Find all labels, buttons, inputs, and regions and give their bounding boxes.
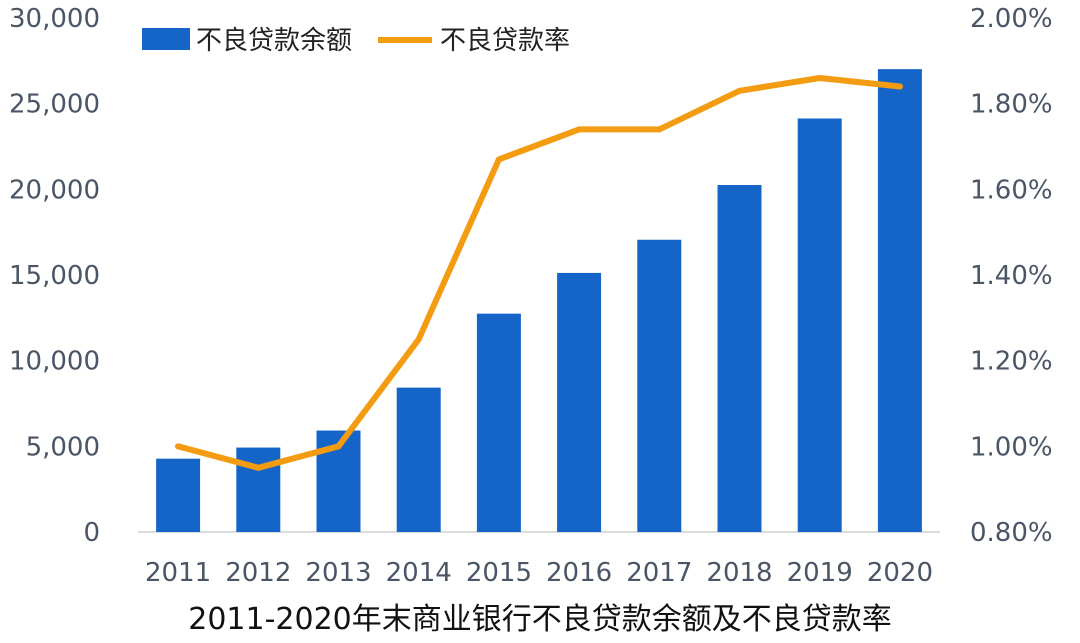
y-left-tick-label: 25,000 bbox=[9, 90, 100, 120]
bar bbox=[156, 458, 201, 532]
rate-point bbox=[175, 443, 182, 450]
y-left-tick-label: 5,000 bbox=[26, 432, 100, 462]
chart-caption: 2011-2020年末商业银行不良贷款余额及不良贷款率 bbox=[188, 602, 892, 637]
x-tick-label: 2012 bbox=[225, 558, 291, 588]
rate-point bbox=[415, 336, 422, 343]
x-tick-label: 2013 bbox=[305, 558, 371, 588]
x-tick-label: 2015 bbox=[466, 558, 532, 588]
rate-point bbox=[495, 156, 502, 163]
x-tick-label: 2018 bbox=[706, 558, 772, 588]
y-axis-right-ticks: 0.80% 1.00% 1.20% 1.40% 1.60% 1.80% 2.00% bbox=[970, 4, 1053, 548]
bar bbox=[396, 387, 441, 532]
legend-bar-swatch bbox=[142, 28, 190, 50]
bar bbox=[637, 239, 682, 533]
x-tick-label: 2020 bbox=[867, 558, 933, 588]
y-right-tick-label: 0.80% bbox=[970, 518, 1053, 548]
x-axis-ticks: 2011 2012 2013 2014 2015 2016 2017 2018 2019 2020 bbox=[145, 558, 933, 588]
rate-point bbox=[335, 443, 342, 450]
y-right-tick-label: 2.00% bbox=[970, 4, 1053, 34]
bar-series bbox=[156, 69, 922, 533]
legend: 不良贷款余额 不良贷款率 bbox=[142, 26, 570, 56]
y-left-tick-label: 15,000 bbox=[9, 261, 100, 291]
y-left-tick-label: 10,000 bbox=[9, 347, 100, 377]
y-left-tick-label: 0 bbox=[83, 518, 100, 548]
x-tick-label: 2014 bbox=[386, 558, 452, 588]
y-right-tick-label: 1.40% bbox=[970, 261, 1053, 291]
y-axis-left-ticks: 0 5,000 10,000 15,000 20,000 25,000 30,000 bbox=[9, 4, 100, 548]
legend-bar-label: 不良贷款余额 bbox=[196, 26, 352, 56]
bar bbox=[717, 184, 762, 533]
rate-point bbox=[816, 74, 823, 81]
bar bbox=[476, 313, 521, 532]
x-tick-label: 2019 bbox=[787, 558, 853, 588]
y-right-tick-label: 1.80% bbox=[970, 90, 1053, 120]
rate-point bbox=[656, 126, 663, 133]
bar bbox=[797, 118, 842, 532]
rate-point bbox=[576, 126, 583, 133]
y-right-tick-label: 1.00% bbox=[970, 432, 1053, 462]
chart: 0 5,000 10,000 15,000 20,000 25,000 30,000 0.8… bbox=[9, 4, 1053, 588]
rate-point bbox=[896, 83, 903, 90]
legend-line-label: 不良贷款率 bbox=[440, 26, 570, 56]
bar bbox=[557, 272, 602, 532]
rate-line bbox=[175, 75, 903, 471]
y-left-tick-label: 30,000 bbox=[9, 4, 100, 34]
y-right-tick-label: 1.60% bbox=[970, 175, 1053, 205]
y-right-tick-label: 1.20% bbox=[970, 347, 1053, 377]
y-left-tick-label: 20,000 bbox=[9, 175, 100, 205]
bar bbox=[236, 447, 281, 532]
x-tick-label: 2011 bbox=[145, 558, 211, 588]
line-series bbox=[175, 74, 903, 471]
bar bbox=[877, 69, 922, 532]
rate-point bbox=[255, 464, 262, 471]
rate-point bbox=[736, 87, 743, 94]
x-tick-label: 2016 bbox=[546, 558, 612, 588]
x-tick-label: 2017 bbox=[626, 558, 692, 588]
